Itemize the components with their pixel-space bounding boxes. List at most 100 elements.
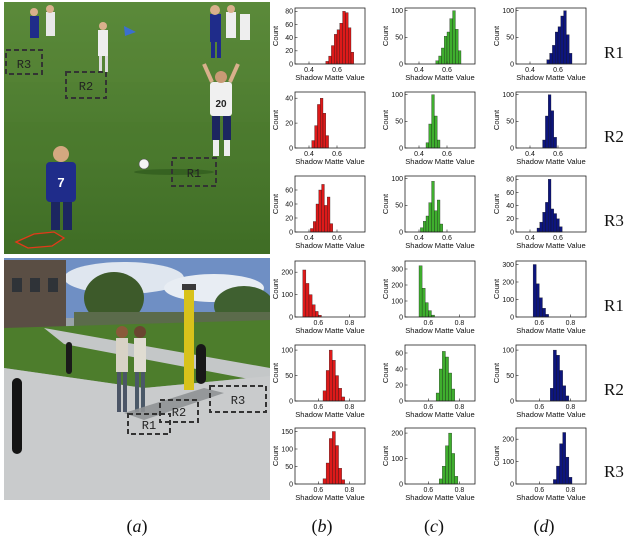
x-tick-label: 0.8 bbox=[345, 487, 355, 494]
histogram-bar bbox=[449, 18, 453, 65]
histogram-bar bbox=[325, 462, 330, 485]
histogram-bar bbox=[437, 199, 441, 233]
player-group-left bbox=[30, 5, 108, 72]
y-tick-label: 0 bbox=[399, 314, 403, 321]
histogram-bar bbox=[444, 36, 448, 65]
y-axis-label: Count bbox=[271, 362, 280, 383]
histogram-bar bbox=[542, 308, 546, 318]
histogram-bar bbox=[542, 139, 546, 149]
svg-text:R3: R3 bbox=[231, 394, 245, 408]
x-tick-label: 0.6 bbox=[332, 67, 342, 74]
x-axis-label: Shadow Matte Value bbox=[295, 493, 365, 502]
histogram-bar bbox=[556, 355, 560, 402]
region-box-r2: R2 bbox=[65, 71, 107, 99]
y-tick-label: 40 bbox=[285, 96, 293, 103]
histogram-bar bbox=[550, 388, 554, 402]
y-tick-label: 40 bbox=[395, 366, 403, 373]
histogram-bar bbox=[428, 310, 432, 318]
x-axis-label: Shadow Matte Value bbox=[516, 73, 586, 82]
y-tick-label: 20 bbox=[285, 48, 293, 55]
x-tick-label: 0.8 bbox=[566, 404, 576, 411]
y-axis-label: Count bbox=[271, 445, 280, 466]
svg-text:R2: R2 bbox=[172, 406, 186, 420]
histogram-bar bbox=[341, 396, 345, 402]
x-tick-label: 0.6 bbox=[423, 487, 433, 494]
shadow-outline bbox=[14, 231, 66, 249]
histogram-bar bbox=[339, 22, 343, 65]
y-axis-label: Count bbox=[492, 109, 501, 130]
histogram-bar bbox=[317, 104, 321, 149]
histogram-bar bbox=[329, 349, 333, 402]
x-tick-label: 0.6 bbox=[553, 151, 563, 158]
histogram-bar bbox=[331, 45, 335, 65]
x-tick-label: 0.4 bbox=[525, 151, 535, 158]
y-tick-label: 50 bbox=[285, 373, 293, 380]
people bbox=[116, 326, 146, 412]
x-tick-label: 0.8 bbox=[455, 487, 465, 494]
y-tick-label: 50 bbox=[395, 35, 403, 42]
svg-text:R1: R1 bbox=[187, 167, 201, 181]
histogram-bar bbox=[431, 181, 435, 233]
y-tick-label: 20 bbox=[506, 216, 514, 223]
histogram-bar bbox=[563, 10, 567, 65]
x-tick-label: 0.8 bbox=[345, 404, 355, 411]
x-axis-label: Shadow Matte Value bbox=[405, 326, 475, 335]
x-axis-label: Shadow Matte Value bbox=[516, 326, 586, 335]
row-label-r2: R2 bbox=[604, 380, 624, 399]
histogram-bar bbox=[557, 26, 561, 65]
histogram-bar bbox=[458, 50, 462, 65]
histogram-bar bbox=[308, 294, 313, 318]
x-tick-label: 0.6 bbox=[553, 235, 563, 242]
y-axis-label: Count bbox=[381, 445, 390, 466]
histogram-bar bbox=[553, 213, 557, 233]
histogram-bar bbox=[548, 94, 552, 149]
svg-text:7: 7 bbox=[57, 175, 64, 190]
histogram-bar bbox=[325, 135, 329, 149]
y-axis-label: Count bbox=[381, 362, 390, 383]
histogram-bar bbox=[318, 189, 322, 233]
row-label-r3: R3 bbox=[604, 211, 624, 230]
y-tick-label: 0 bbox=[289, 229, 293, 236]
x-tick-label: 0.6 bbox=[442, 67, 452, 74]
y-axis-label: Count bbox=[381, 25, 390, 46]
axes-frame bbox=[515, 91, 587, 149]
histogram-bar bbox=[539, 221, 543, 233]
player-20: 20 bbox=[202, 63, 240, 156]
y-tick-label: 0 bbox=[399, 61, 403, 68]
x-axis-label: Shadow Matte Value bbox=[295, 73, 365, 82]
y-tick-label: 50 bbox=[285, 464, 293, 471]
x-tick-label: 0.8 bbox=[455, 320, 465, 327]
histogram-bar bbox=[569, 53, 573, 65]
y-tick-label: 100 bbox=[502, 459, 514, 466]
histogram-bar bbox=[439, 223, 443, 233]
histogram-bar bbox=[342, 11, 346, 65]
axes-frame bbox=[404, 260, 476, 318]
y-tick-label: 0 bbox=[510, 229, 514, 236]
histogram-bar bbox=[434, 210, 438, 233]
y-tick-label: 50 bbox=[395, 119, 403, 126]
histogram-bar bbox=[555, 31, 559, 65]
axes-frame bbox=[294, 91, 366, 149]
histogram-bar bbox=[329, 223, 333, 233]
x-tick-label: 0.6 bbox=[423, 320, 433, 327]
y-tick-label: 100 bbox=[502, 297, 514, 304]
histogram-bar bbox=[315, 203, 319, 233]
histogram-bar bbox=[451, 388, 455, 402]
histogram-bar bbox=[332, 431, 336, 485]
histogram-bar bbox=[345, 12, 349, 65]
histogram-bar bbox=[559, 443, 563, 485]
histogram-bar bbox=[565, 395, 570, 402]
axes-frame bbox=[515, 260, 587, 318]
y-tick-label: 100 bbox=[502, 347, 514, 354]
x-tick-label: 0.8 bbox=[455, 404, 465, 411]
histogram-bar bbox=[311, 304, 316, 318]
concrete bbox=[4, 368, 270, 500]
x-axis-label: Shadow Matte Value bbox=[516, 410, 586, 419]
